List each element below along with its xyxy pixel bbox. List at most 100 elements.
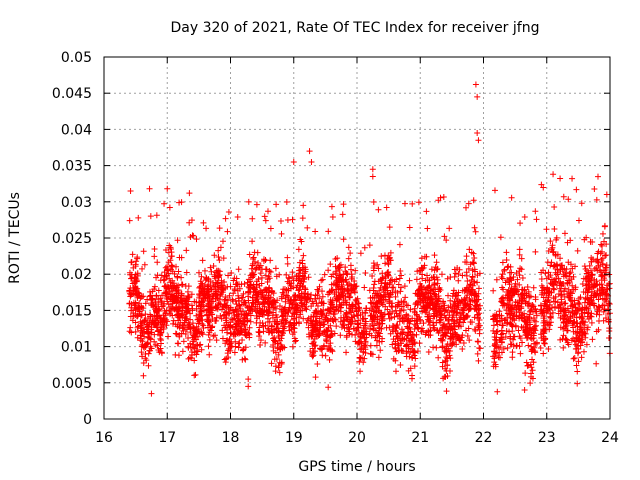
data-point [263,307,270,314]
data-point [226,292,233,299]
data-point [330,280,337,287]
data-point [385,311,392,318]
data-point [308,303,315,310]
data-point [268,360,275,367]
data-point [128,307,135,314]
data-point [373,342,380,349]
data-point [178,290,185,297]
data-point [304,224,311,231]
data-point [419,296,426,303]
data-point [167,282,174,289]
data-point [309,298,316,305]
data-point [235,340,242,347]
data-point [273,305,280,312]
data-point [544,285,551,292]
data-point [411,317,418,324]
data-point [258,309,265,316]
data-point [214,280,221,287]
data-point [256,313,263,320]
data-point [188,291,195,298]
data-point [463,312,470,319]
data-point [291,321,298,328]
data-point [515,327,522,334]
y-tick-label: 0.05 [61,50,92,66]
data-point [538,310,545,317]
data-point [127,187,134,194]
x-tick-label: 23 [538,430,556,446]
data-point [217,312,224,319]
data-point [577,337,584,344]
data-point [318,346,325,353]
data-point [598,289,605,296]
data-point [528,364,535,371]
data-point [528,335,535,342]
data-point [599,284,606,291]
data-point [185,283,192,290]
data-point [279,312,286,319]
data-point [474,350,481,357]
data-point [198,299,205,306]
data-point [362,270,369,277]
data-point [195,269,202,276]
data-point [361,284,368,291]
data-point [308,158,315,165]
data-point [300,315,307,322]
data-point [407,365,414,372]
data-point [423,305,430,312]
data-point [241,299,248,306]
data-point [357,250,364,257]
data-point [436,284,443,291]
data-point [219,335,226,342]
data-point [475,285,482,292]
data-point [593,328,600,335]
data-point [349,273,356,280]
data-point [411,305,418,312]
data-point [295,292,302,299]
data-point [547,280,554,287]
data-point [491,330,498,337]
data-point [581,263,588,270]
data-point [327,261,334,268]
data-point [239,356,246,363]
data-point [586,296,593,303]
data-point [506,320,513,327]
data-point [191,357,198,364]
data-point [570,355,577,362]
data-point [528,303,535,310]
data-point [380,296,387,303]
data-point [521,294,528,301]
data-point [326,306,333,313]
data-point [574,380,581,387]
data-point [595,296,602,303]
data-point [291,296,298,303]
data-point [157,314,164,321]
data-point [140,372,147,379]
data-point [581,236,588,243]
data-point [210,262,217,269]
data-point [449,340,456,347]
data-point [217,244,224,251]
data-point [441,307,448,314]
data-point [462,301,469,308]
data-point [162,282,169,289]
data-point [519,295,526,302]
data-point [138,312,145,319]
data-point [363,305,370,312]
data-point [580,318,587,325]
data-point [573,362,580,369]
data-point [212,317,219,324]
data-point [446,225,453,232]
data-point [463,286,470,293]
data-point [554,266,561,273]
data-point [139,330,146,337]
data-point [450,290,457,297]
data-point [160,303,167,310]
data-point [576,295,583,302]
data-point [371,322,378,329]
data-point [517,350,524,357]
data-point [357,368,364,375]
data-point [366,287,373,294]
data-point [144,329,151,336]
data-point [503,306,510,313]
data-point [516,343,523,350]
